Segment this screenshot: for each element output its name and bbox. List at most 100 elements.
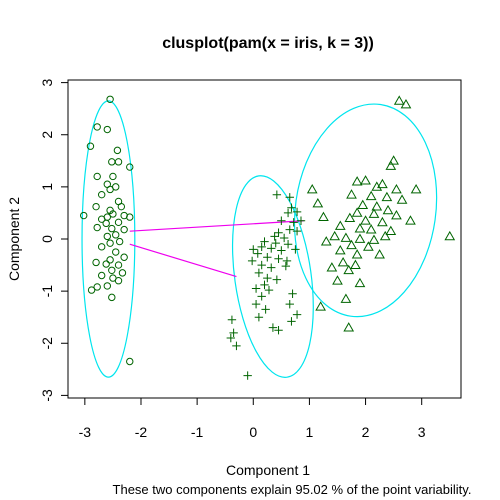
- cluster-2-point: [263, 253, 272, 262]
- cluster-2-point: [268, 323, 278, 332]
- cluster-2-point: [285, 193, 294, 202]
- cluster-3-point: [315, 301, 327, 311]
- cluster-1-point: [103, 282, 112, 290]
- cluster-2-point: [249, 245, 258, 254]
- x-tick-label: 3: [418, 424, 426, 440]
- cluster-1-point: [108, 224, 116, 233]
- cluster-2-point: [274, 228, 283, 237]
- cluster-1-point: [92, 202, 100, 211]
- cluster-1-point: [113, 146, 122, 155]
- cluster-2-point: [272, 275, 282, 284]
- cluster-3-point: [344, 212, 356, 223]
- cluster-1-point: [93, 123, 101, 131]
- cluster-3-point: [306, 183, 318, 194]
- chart-title: clusplot(pam(x = iris, k = 3)): [162, 35, 374, 52]
- cluster-1-point: [115, 237, 124, 246]
- cluster-3-point: [351, 207, 363, 217]
- cluster-1-point: [112, 248, 120, 256]
- cluster-2-point: [257, 242, 266, 252]
- y-tick-label: -3: [39, 389, 55, 402]
- cluster-3-point: [368, 208, 380, 218]
- x-tick-label: 1: [306, 424, 314, 440]
- cluster-2-point: [274, 326, 283, 335]
- cluster-2-point: [285, 225, 294, 234]
- cluster-3-point: [354, 223, 366, 233]
- cluster-2-point: [285, 299, 294, 309]
- cluster-2-point: [243, 371, 252, 380]
- cluster-2-point: [247, 256, 257, 266]
- cluster-3-point: [343, 322, 355, 332]
- cluster-1-point: [108, 266, 116, 274]
- cluster-2-point: [271, 238, 280, 248]
- y-tick-label: -2: [39, 337, 55, 350]
- cluster-1-point: [118, 269, 127, 277]
- x-tick-label: -3: [79, 424, 92, 440]
- cluster-3-point: [444, 230, 456, 241]
- cluster-1-point: [97, 271, 106, 280]
- cluster-3-point: [329, 230, 341, 241]
- cluster-2-point: [260, 280, 269, 290]
- cluster-1-point: [106, 239, 114, 247]
- cluster-3-point: [320, 236, 332, 246]
- cluster-3-point: [391, 210, 402, 220]
- x-axis-label: Component 1: [226, 462, 310, 478]
- cluster-3-point: [385, 225, 397, 236]
- cluster-3-point: [340, 232, 352, 242]
- cluster-2-point: [277, 246, 286, 255]
- cluster-2-point: [279, 233, 289, 243]
- cluster-3-point: [312, 198, 324, 208]
- cluster-connectors: [129, 220, 304, 278]
- cluster-2-point: [261, 305, 270, 314]
- y-tick-label: 2: [39, 131, 55, 139]
- cluster-2-point: [254, 268, 264, 278]
- cluster-2-point: [257, 292, 266, 301]
- cluster-1-point: [106, 185, 114, 194]
- cluster-2-point: [267, 263, 276, 272]
- cluster-3-point: [340, 293, 352, 303]
- cluster-1-point: [112, 231, 120, 239]
- cluster-2-point: [296, 216, 306, 225]
- x-tick-label: -2: [135, 424, 148, 440]
- cluster-2-point: [232, 341, 241, 351]
- y-axis-label: Component 2: [6, 197, 22, 281]
- cluster-3-point: [393, 95, 405, 105]
- y-tick-label: -1: [39, 285, 55, 298]
- cluster-2-point: [287, 203, 296, 212]
- cluster-2-point: [229, 328, 238, 338]
- cluster-2-point: [287, 317, 296, 326]
- cluster-2-point: [263, 273, 272, 283]
- cluster-3-point: [368, 234, 380, 244]
- cluster-3-point: [405, 215, 416, 225]
- cluster-3-point: [354, 233, 366, 243]
- cluster-1-point: [108, 158, 116, 166]
- cluster-1-point: [92, 258, 100, 267]
- cluster-2-point: [289, 218, 298, 227]
- cluster-2-point: [283, 208, 293, 218]
- y-tick-label: 1: [39, 183, 55, 191]
- cluster-1-point: [106, 95, 114, 103]
- cluster-2-point: [292, 310, 302, 319]
- cluster-1-point: [126, 357, 134, 366]
- cluster-3-point: [346, 239, 357, 250]
- cluster-3-point: [363, 241, 374, 251]
- cluster-3-ellipse: [293, 103, 438, 318]
- cluster-3-point: [396, 194, 408, 204]
- cluster-1-ellipse: [81, 100, 136, 378]
- cluster-1-point: [102, 260, 110, 268]
- cluster-2-point: [272, 190, 282, 199]
- cluster-1-point: [80, 211, 88, 220]
- cluster-3-point: [318, 211, 329, 221]
- cluster-2-point: [282, 256, 292, 266]
- cluster-1-point: [97, 243, 106, 251]
- cluster-1-point: [103, 125, 112, 134]
- cluster-1-point: [93, 223, 101, 232]
- cluster-3-point: [388, 155, 399, 165]
- cluster-2-point: [254, 312, 264, 322]
- cluster-2-point: [274, 254, 283, 264]
- cluster-3-point: [365, 190, 377, 201]
- cluster-3-point: [346, 189, 357, 199]
- cluster-2-point: [264, 285, 274, 295]
- data-points: [80, 95, 456, 380]
- connector-line-1: [129, 220, 304, 232]
- y-tick-label: 0: [39, 235, 55, 243]
